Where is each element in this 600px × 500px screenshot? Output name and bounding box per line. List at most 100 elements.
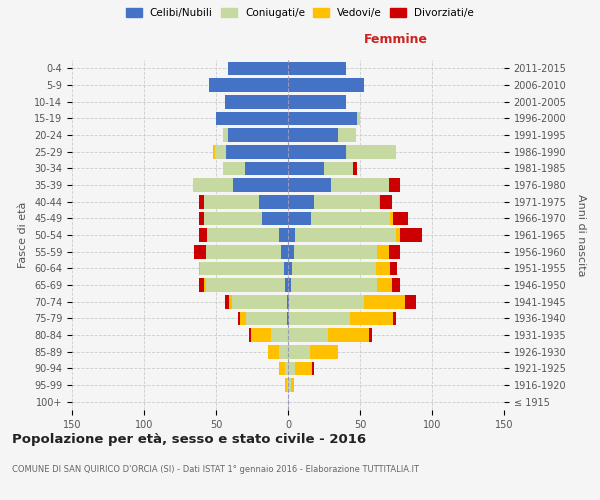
Bar bbox=[209, 78, 288, 92]
Bar bbox=[288, 295, 289, 308]
Bar bbox=[280, 345, 288, 358]
Bar bbox=[288, 295, 416, 308]
Bar bbox=[288, 162, 353, 175]
Bar bbox=[288, 245, 294, 258]
Bar bbox=[233, 178, 288, 192]
Bar bbox=[216, 112, 288, 125]
Bar bbox=[200, 262, 288, 275]
Bar bbox=[288, 262, 292, 275]
Bar bbox=[288, 95, 346, 108]
Bar bbox=[288, 362, 295, 375]
Bar bbox=[285, 362, 288, 375]
Bar bbox=[215, 145, 288, 158]
Bar bbox=[288, 178, 400, 192]
Bar bbox=[206, 245, 288, 258]
Bar bbox=[245, 162, 288, 175]
Bar bbox=[208, 228, 288, 242]
Bar bbox=[288, 278, 377, 292]
Text: Popolazione per età, sesso e stato civile - 2016: Popolazione per età, sesso e stato civil… bbox=[12, 432, 366, 446]
Bar bbox=[288, 295, 364, 308]
Legend: Celibi/Nubili, Coniugati/e, Vedovi/e, Divorziati/e: Celibi/Nubili, Coniugati/e, Vedovi/e, Di… bbox=[126, 8, 474, 18]
Bar bbox=[288, 362, 313, 375]
Bar bbox=[285, 378, 288, 392]
Bar bbox=[288, 162, 324, 175]
Bar bbox=[194, 245, 288, 258]
Bar bbox=[288, 178, 389, 192]
Bar bbox=[227, 62, 288, 75]
Bar bbox=[288, 195, 380, 208]
Bar bbox=[288, 345, 338, 358]
Bar bbox=[288, 212, 311, 225]
Bar bbox=[205, 195, 288, 208]
Bar bbox=[268, 345, 288, 358]
Bar bbox=[213, 145, 288, 158]
Bar bbox=[288, 262, 376, 275]
Bar bbox=[288, 328, 371, 342]
Bar bbox=[229, 295, 288, 308]
Bar bbox=[288, 145, 396, 158]
Bar bbox=[280, 362, 288, 375]
Bar bbox=[288, 328, 328, 342]
Bar bbox=[287, 295, 288, 308]
Bar bbox=[288, 262, 397, 275]
Bar bbox=[199, 212, 288, 225]
Bar bbox=[259, 195, 288, 208]
Bar bbox=[262, 212, 288, 225]
Bar bbox=[288, 312, 289, 325]
Bar bbox=[288, 378, 291, 392]
Bar bbox=[288, 295, 404, 308]
Bar bbox=[227, 128, 288, 142]
Bar bbox=[226, 145, 288, 158]
Bar bbox=[223, 128, 288, 142]
Bar bbox=[224, 95, 288, 108]
Bar bbox=[288, 262, 390, 275]
Bar bbox=[288, 195, 392, 208]
Text: Femmine: Femmine bbox=[364, 33, 428, 46]
Bar bbox=[288, 162, 357, 175]
Bar bbox=[288, 128, 338, 142]
Bar bbox=[281, 245, 288, 258]
Bar bbox=[288, 228, 295, 242]
Bar bbox=[205, 195, 288, 208]
Bar bbox=[288, 245, 389, 258]
Bar bbox=[288, 328, 368, 342]
Bar bbox=[288, 278, 392, 292]
Bar bbox=[238, 312, 288, 325]
Bar bbox=[288, 112, 357, 125]
Bar bbox=[206, 245, 288, 258]
Bar bbox=[287, 378, 288, 392]
Bar bbox=[288, 78, 364, 92]
Text: COMUNE DI SAN QUIRICO D'ORCIA (SI) - Dati ISTAT 1° gennaio 2016 - Elaborazione T: COMUNE DI SAN QUIRICO D'ORCIA (SI) - Dat… bbox=[12, 466, 419, 474]
Bar bbox=[288, 278, 400, 292]
Bar bbox=[288, 312, 393, 325]
Bar bbox=[288, 245, 400, 258]
Bar bbox=[288, 228, 400, 242]
Bar bbox=[288, 278, 291, 292]
Bar bbox=[288, 195, 314, 208]
Bar bbox=[287, 312, 288, 325]
Bar bbox=[288, 212, 393, 225]
Bar bbox=[280, 228, 288, 242]
Bar bbox=[232, 295, 288, 308]
Bar bbox=[288, 378, 294, 392]
Bar bbox=[284, 262, 288, 275]
Bar bbox=[288, 112, 360, 125]
Bar bbox=[285, 278, 288, 292]
Bar bbox=[223, 162, 288, 175]
Bar bbox=[288, 228, 396, 242]
Bar bbox=[288, 228, 422, 242]
Bar bbox=[199, 228, 288, 242]
Bar bbox=[205, 212, 288, 225]
Bar bbox=[288, 212, 407, 225]
Bar bbox=[288, 345, 310, 358]
Bar bbox=[205, 278, 288, 292]
Bar bbox=[208, 228, 288, 242]
Bar bbox=[271, 328, 288, 342]
Bar bbox=[193, 178, 288, 192]
Bar bbox=[241, 312, 288, 325]
Bar bbox=[288, 178, 389, 192]
Bar bbox=[205, 212, 288, 225]
Bar bbox=[288, 128, 356, 142]
Bar bbox=[288, 312, 350, 325]
Bar bbox=[224, 295, 288, 308]
